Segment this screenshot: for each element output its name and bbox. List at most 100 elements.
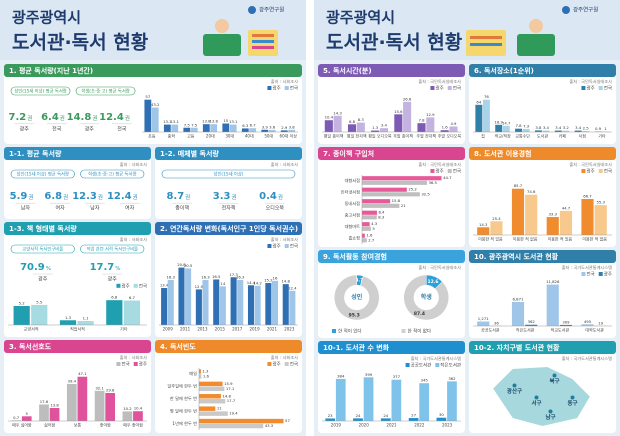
value-label: 16.9 — [494, 119, 503, 124]
source-note: 출처 : 국가도서관통계시스템 — [411, 355, 461, 362]
value-label: 362 — [528, 319, 536, 324]
source-note: 출처 : 국민독서실태조사 — [569, 78, 612, 85]
value-label: 1.1 — [83, 315, 90, 320]
value-label: 36 — [494, 320, 499, 325]
bar — [171, 124, 179, 132]
legend-swatch — [598, 272, 603, 276]
section-card — [155, 340, 302, 433]
legend-label: 전국 — [586, 271, 594, 278]
value-label: 16.5 — [212, 274, 221, 279]
value-label: 5 — [26, 411, 29, 416]
stat-name: 남자 — [90, 205, 100, 212]
category-label: 대형서점 — [345, 177, 361, 184]
category-label: 50대 — [264, 133, 273, 139]
bar — [199, 411, 228, 416]
source-note: 출처 : 사회조사 — [120, 161, 147, 168]
category-label: 도서관 — [537, 133, 548, 139]
value-label: 17.6 — [40, 399, 49, 404]
category-label: 매우 좋아함 — [123, 422, 143, 428]
legend-swatch — [267, 86, 272, 90]
stat-unit: 권 — [185, 193, 190, 201]
section-title: 5. 독서시간(분) — [323, 66, 372, 75]
value-label: 5 — [372, 226, 375, 231]
stat-unit: 권 — [98, 193, 103, 201]
group-label: 교양서적 독서인구비율 — [22, 246, 63, 253]
bar — [49, 408, 60, 421]
legend-label: 전국 — [290, 243, 298, 250]
category-label: 평일 종이책 — [324, 133, 344, 139]
value-label: 29.8 — [106, 387, 115, 392]
category-label: 카페 — [559, 133, 567, 139]
source-note: 출처 : 사회조사 — [271, 354, 298, 361]
section-header — [155, 147, 302, 160]
bar — [394, 114, 403, 132]
value-label: 36.5 — [428, 180, 437, 185]
bar — [362, 238, 367, 243]
stat-name: 전국 — [52, 125, 62, 132]
bar — [271, 280, 279, 325]
group-pill — [75, 86, 136, 96]
legend-label: 광주 — [604, 271, 612, 278]
stat-value: 17.7 — [90, 262, 115, 273]
stat-name: 전국 — [117, 125, 127, 132]
category-label: 2021 — [267, 327, 278, 332]
bar — [362, 210, 377, 215]
category-label: 2023 — [442, 423, 453, 428]
category-label: 대형마트 — [345, 223, 361, 230]
value-label: 4.9 — [450, 121, 457, 126]
category-label: 작은도서관 — [516, 327, 535, 333]
legend-label: 전국 — [604, 85, 612, 92]
legend-label: 광주 — [586, 168, 594, 175]
value-label: 85.7 — [514, 183, 523, 188]
section-card — [469, 64, 616, 144]
stat-unit: 권 — [92, 114, 97, 122]
bar — [247, 285, 255, 325]
section-title: 8. 도서관 이용경험 — [474, 149, 531, 158]
bar — [546, 284, 559, 326]
category-label: 주말 오디오북 — [438, 133, 462, 139]
map-marker — [512, 383, 517, 388]
legend-swatch — [284, 362, 289, 366]
value-label: 13.1 — [229, 119, 238, 124]
bar — [362, 226, 371, 231]
category-label: 고등 — [187, 134, 195, 139]
source-note: 출처 : 사회조사 — [271, 236, 298, 243]
value-label: 6.8 — [111, 295, 118, 300]
value-label: 30 — [439, 412, 444, 417]
value-label: 11 — [217, 406, 222, 411]
value-label: 20.8 — [177, 262, 186, 267]
map-shape — [491, 365, 592, 428]
value-label: 10.4 — [134, 406, 143, 411]
category-label: 기타 — [120, 326, 128, 332]
bar — [199, 386, 225, 392]
bar — [426, 117, 435, 132]
stat-value: 12.4 — [107, 191, 132, 202]
illustration — [466, 19, 555, 56]
stat-unit: % — [115, 266, 120, 272]
source-note: 출처 : 사회조사 — [120, 354, 147, 361]
value-label: 8.3 — [378, 214, 385, 219]
value-label: 14.8 — [282, 279, 291, 284]
logo-text: 광주연구원 — [259, 6, 284, 14]
value-label: 345 — [421, 378, 429, 383]
bar — [161, 288, 168, 325]
bar — [219, 286, 226, 325]
bar — [199, 369, 201, 374]
section-header — [318, 341, 465, 354]
legend-label: 전국 — [453, 168, 461, 175]
logo-icon — [562, 6, 570, 14]
value-label: 17.7 — [227, 398, 236, 403]
value-label: 15.6 — [394, 109, 403, 114]
category-label: 2023 — [284, 327, 295, 332]
bar — [559, 324, 573, 326]
bar — [362, 215, 377, 220]
bar — [163, 124, 171, 132]
value-label: 24 — [356, 413, 361, 418]
donut-center: 성인 — [351, 293, 363, 301]
category-label: 이용한 적 없음 — [582, 236, 607, 242]
value-label: 43.3 — [265, 423, 274, 428]
legend-label: 광주 — [435, 168, 443, 175]
